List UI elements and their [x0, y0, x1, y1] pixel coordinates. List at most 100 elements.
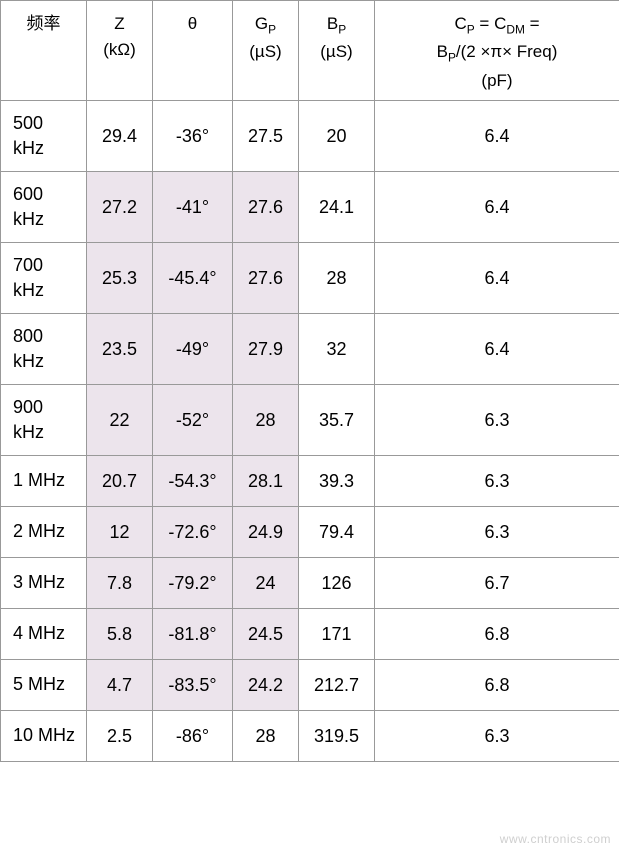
cell-cp: 6.4 [375, 314, 619, 385]
cell-theta: -83.5° [153, 660, 233, 711]
cell-theta: -86° [153, 711, 233, 762]
cell-gp: 27.6 [233, 172, 299, 243]
cell-theta: -41° [153, 172, 233, 243]
cell-cp: 6.4 [375, 101, 619, 172]
table-row: 3 MHz7.8-79.2°241266.7 [1, 558, 619, 609]
cell-bp: 35.7 [299, 385, 375, 456]
cell-theta: -52° [153, 385, 233, 456]
header-gp: GP (µS) [233, 1, 299, 101]
cell-cp: 6.3 [375, 711, 619, 762]
header-z-unit: (kΩ) [103, 40, 136, 59]
cell-bp: 79.4 [299, 507, 375, 558]
cell-gp: 24.9 [233, 507, 299, 558]
table-row: 600kHz27.2-41°27.624.16.4 [1, 172, 619, 243]
cell-cp: 6.3 [375, 385, 619, 456]
cell-theta: -79.2° [153, 558, 233, 609]
cell-theta: -45.4° [153, 243, 233, 314]
watermark-text: www.cntronics.com [500, 832, 611, 846]
cell-gp: 28 [233, 385, 299, 456]
cell-bp: 171 [299, 609, 375, 660]
cell-z: 2.5 [87, 711, 153, 762]
cell-gp: 27.5 [233, 101, 299, 172]
header-bp-symbol: B [327, 14, 338, 33]
cell-cp: 6.3 [375, 507, 619, 558]
impedance-table: 频率 Z (kΩ) θ GP (µS) BP (µS) CP = CDM = B… [0, 0, 619, 762]
cell-gp: 24.5 [233, 609, 299, 660]
cell-frequency: 10 MHz [1, 711, 87, 762]
header-gp-symbol: G [255, 14, 268, 33]
header-z-symbol: Z [114, 14, 124, 33]
table-row: 2 MHz12-72.6°24.979.46.3 [1, 507, 619, 558]
cell-bp: 39.3 [299, 456, 375, 507]
cell-bp: 212.7 [299, 660, 375, 711]
cell-frequency: 900kHz [1, 385, 87, 456]
table-row: 10 MHz2.5-86°28319.56.3 [1, 711, 619, 762]
cell-frequency: 2 MHz [1, 507, 87, 558]
table-row: 700kHz25.3-45.4°27.6286.4 [1, 243, 619, 314]
header-theta: θ [153, 1, 233, 101]
cell-bp: 28 [299, 243, 375, 314]
cell-theta: -81.8° [153, 609, 233, 660]
cell-frequency: 3 MHz [1, 558, 87, 609]
cell-frequency: 600kHz [1, 172, 87, 243]
cell-bp: 20 [299, 101, 375, 172]
cell-gp: 27.9 [233, 314, 299, 385]
header-cp-sub1: P [467, 22, 475, 36]
table-row: 900kHz22-52°2835.76.3 [1, 385, 619, 456]
cell-gp: 28.1 [233, 456, 299, 507]
cell-theta: -72.6° [153, 507, 233, 558]
header-bp-sub: P [338, 22, 346, 36]
table-row: 800kHz23.5-49°27.9326.4 [1, 314, 619, 385]
cell-gp: 24.2 [233, 660, 299, 711]
cell-z: 5.8 [87, 609, 153, 660]
cell-cp: 6.7 [375, 558, 619, 609]
cell-frequency: 500kHz [1, 101, 87, 172]
header-cp: CP = CDM = BP/(2 ×π× Freq) (pF) [375, 1, 619, 101]
cell-z: 23.5 [87, 314, 153, 385]
cell-frequency: 4 MHz [1, 609, 87, 660]
header-theta-symbol: θ [188, 14, 197, 33]
cell-theta: -54.3° [153, 456, 233, 507]
header-cp-unit: (pF) [481, 71, 512, 90]
header-frequency-text: 频率 [27, 14, 61, 33]
table-row: 5 MHz4.7-83.5°24.2212.76.8 [1, 660, 619, 711]
table-row: 4 MHz5.8-81.8°24.51716.8 [1, 609, 619, 660]
cell-frequency: 700kHz [1, 243, 87, 314]
cell-gp: 28 [233, 711, 299, 762]
table-body: 500kHz29.4-36°27.5206.4600kHz27.2-41°27.… [1, 101, 619, 762]
cell-z: 4.7 [87, 660, 153, 711]
cell-z: 7.8 [87, 558, 153, 609]
cell-z: 22 [87, 385, 153, 456]
cell-cp: 6.4 [375, 243, 619, 314]
cell-frequency: 1 MHz [1, 456, 87, 507]
cell-cp: 6.8 [375, 660, 619, 711]
cell-z: 12 [87, 507, 153, 558]
table-row: 1 MHz20.7-54.3°28.139.36.3 [1, 456, 619, 507]
cell-z: 29.4 [87, 101, 153, 172]
cell-frequency: 5 MHz [1, 660, 87, 711]
cell-bp: 32 [299, 314, 375, 385]
header-bp: BP (µS) [299, 1, 375, 101]
header-gp-sub: P [268, 22, 276, 36]
cell-bp: 319.5 [299, 711, 375, 762]
header-cp-sub2: DM [506, 22, 525, 36]
cell-cp: 6.4 [375, 172, 619, 243]
cell-bp: 24.1 [299, 172, 375, 243]
header-bp-unit: (µS) [320, 42, 352, 61]
cell-frequency: 800kHz [1, 314, 87, 385]
cell-cp: 6.3 [375, 456, 619, 507]
cell-theta: -36° [153, 101, 233, 172]
header-row: 频率 Z (kΩ) θ GP (µS) BP (µS) CP = CDM = B… [1, 1, 619, 101]
cell-bp: 126 [299, 558, 375, 609]
cell-z: 20.7 [87, 456, 153, 507]
header-frequency: 频率 [1, 1, 87, 101]
header-cp-sub3: P [448, 51, 456, 65]
cell-gp: 24 [233, 558, 299, 609]
cell-z: 27.2 [87, 172, 153, 243]
cell-cp: 6.8 [375, 609, 619, 660]
cell-theta: -49° [153, 314, 233, 385]
cell-z: 25.3 [87, 243, 153, 314]
header-gp-unit: (µS) [249, 42, 281, 61]
header-z: Z (kΩ) [87, 1, 153, 101]
cell-gp: 27.6 [233, 243, 299, 314]
